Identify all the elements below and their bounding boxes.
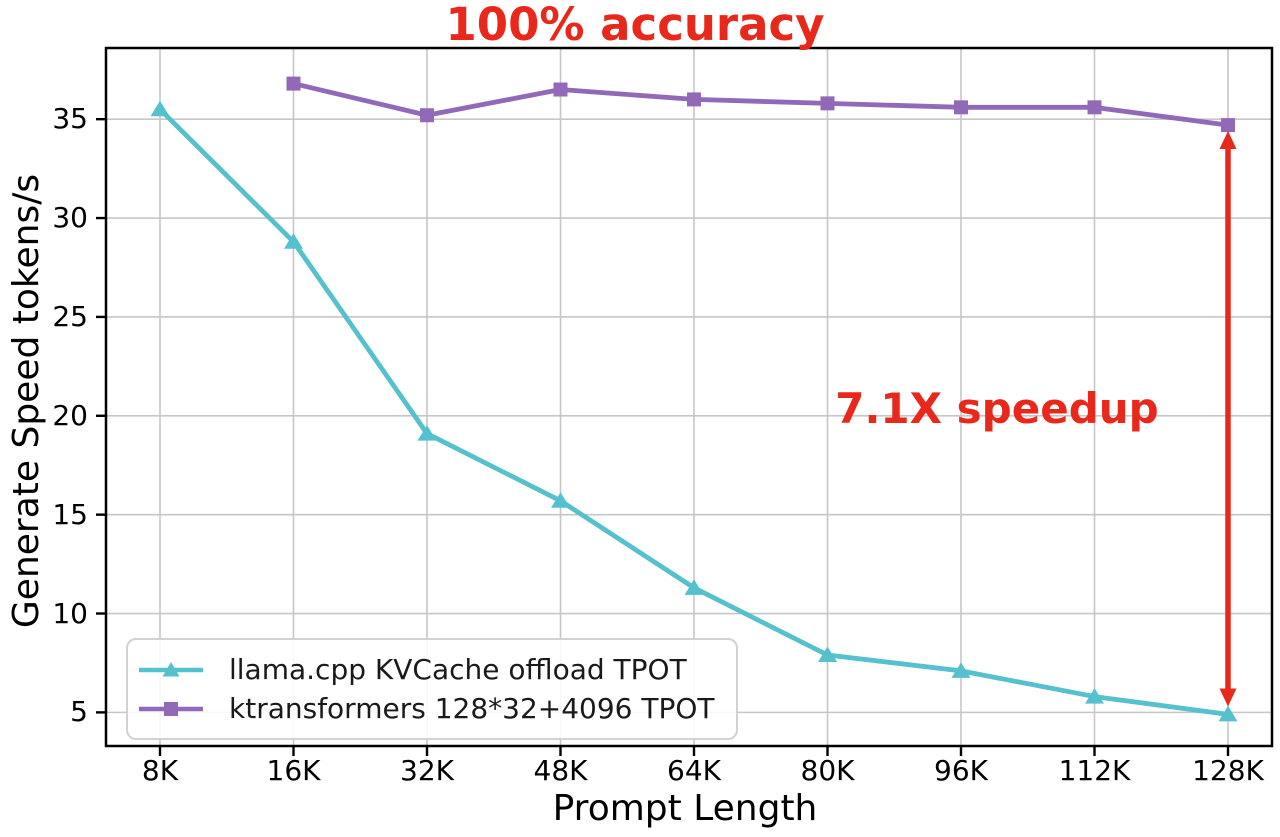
x-tick-label-80K: 80K: [800, 754, 855, 787]
y-tick-label-25: 25: [52, 299, 88, 333]
speedup-arrow: [1219, 131, 1237, 707]
series-llamacpp: [150, 100, 1238, 722]
x-tick-label-16K: 16K: [266, 754, 321, 787]
legend-label-ktransformers: ktransformers 128*32+4096 TPOT: [229, 692, 715, 725]
x-tick-label-128K: 128K: [1192, 754, 1264, 787]
gridlines: [106, 48, 1272, 746]
plot-border: [104, 46, 1274, 748]
y-tick-label-5: 5: [70, 695, 88, 729]
y-tick-label-35: 35: [52, 102, 88, 136]
x-tick-label-48K: 48K: [533, 754, 588, 787]
x-tick-label-96K: 96K: [934, 754, 988, 787]
chart-title: 100% accuracy: [445, 0, 825, 51]
y-tick-label-20: 20: [52, 398, 88, 432]
purple-square-line-icon: [139, 701, 203, 716]
y-tick-label-30: 30: [52, 201, 88, 235]
teal-triangle-line-icon: [139, 661, 203, 676]
x-tick-label-112K: 112K: [1058, 754, 1131, 787]
x-axis-label: Prompt Length: [552, 788, 818, 829]
x-tick-label-32K: 32K: [400, 754, 454, 787]
legend-item-ktransformers: ktransformers 128*32+4096 TPOT: [136, 692, 736, 725]
x-tick-label-8K: 8K: [141, 754, 179, 787]
speedup-annotation: 7.1X speedup: [835, 384, 1159, 433]
x-tick-label-64K: 64K: [667, 754, 721, 787]
series-ktransformers: [286, 76, 1235, 133]
y-tick-label-15: 15: [52, 497, 88, 531]
legend-item-llamacpp: llama.cpp KVCache offload TPOT: [136, 653, 736, 686]
legend: llama.cpp KVCache offload TPOT ktransfor…: [126, 638, 738, 740]
tick-marks: [96, 117, 1230, 756]
y-tick-label-10: 10: [52, 596, 88, 630]
legend-label-llamacpp: llama.cpp KVCache offload TPOT: [229, 653, 687, 686]
